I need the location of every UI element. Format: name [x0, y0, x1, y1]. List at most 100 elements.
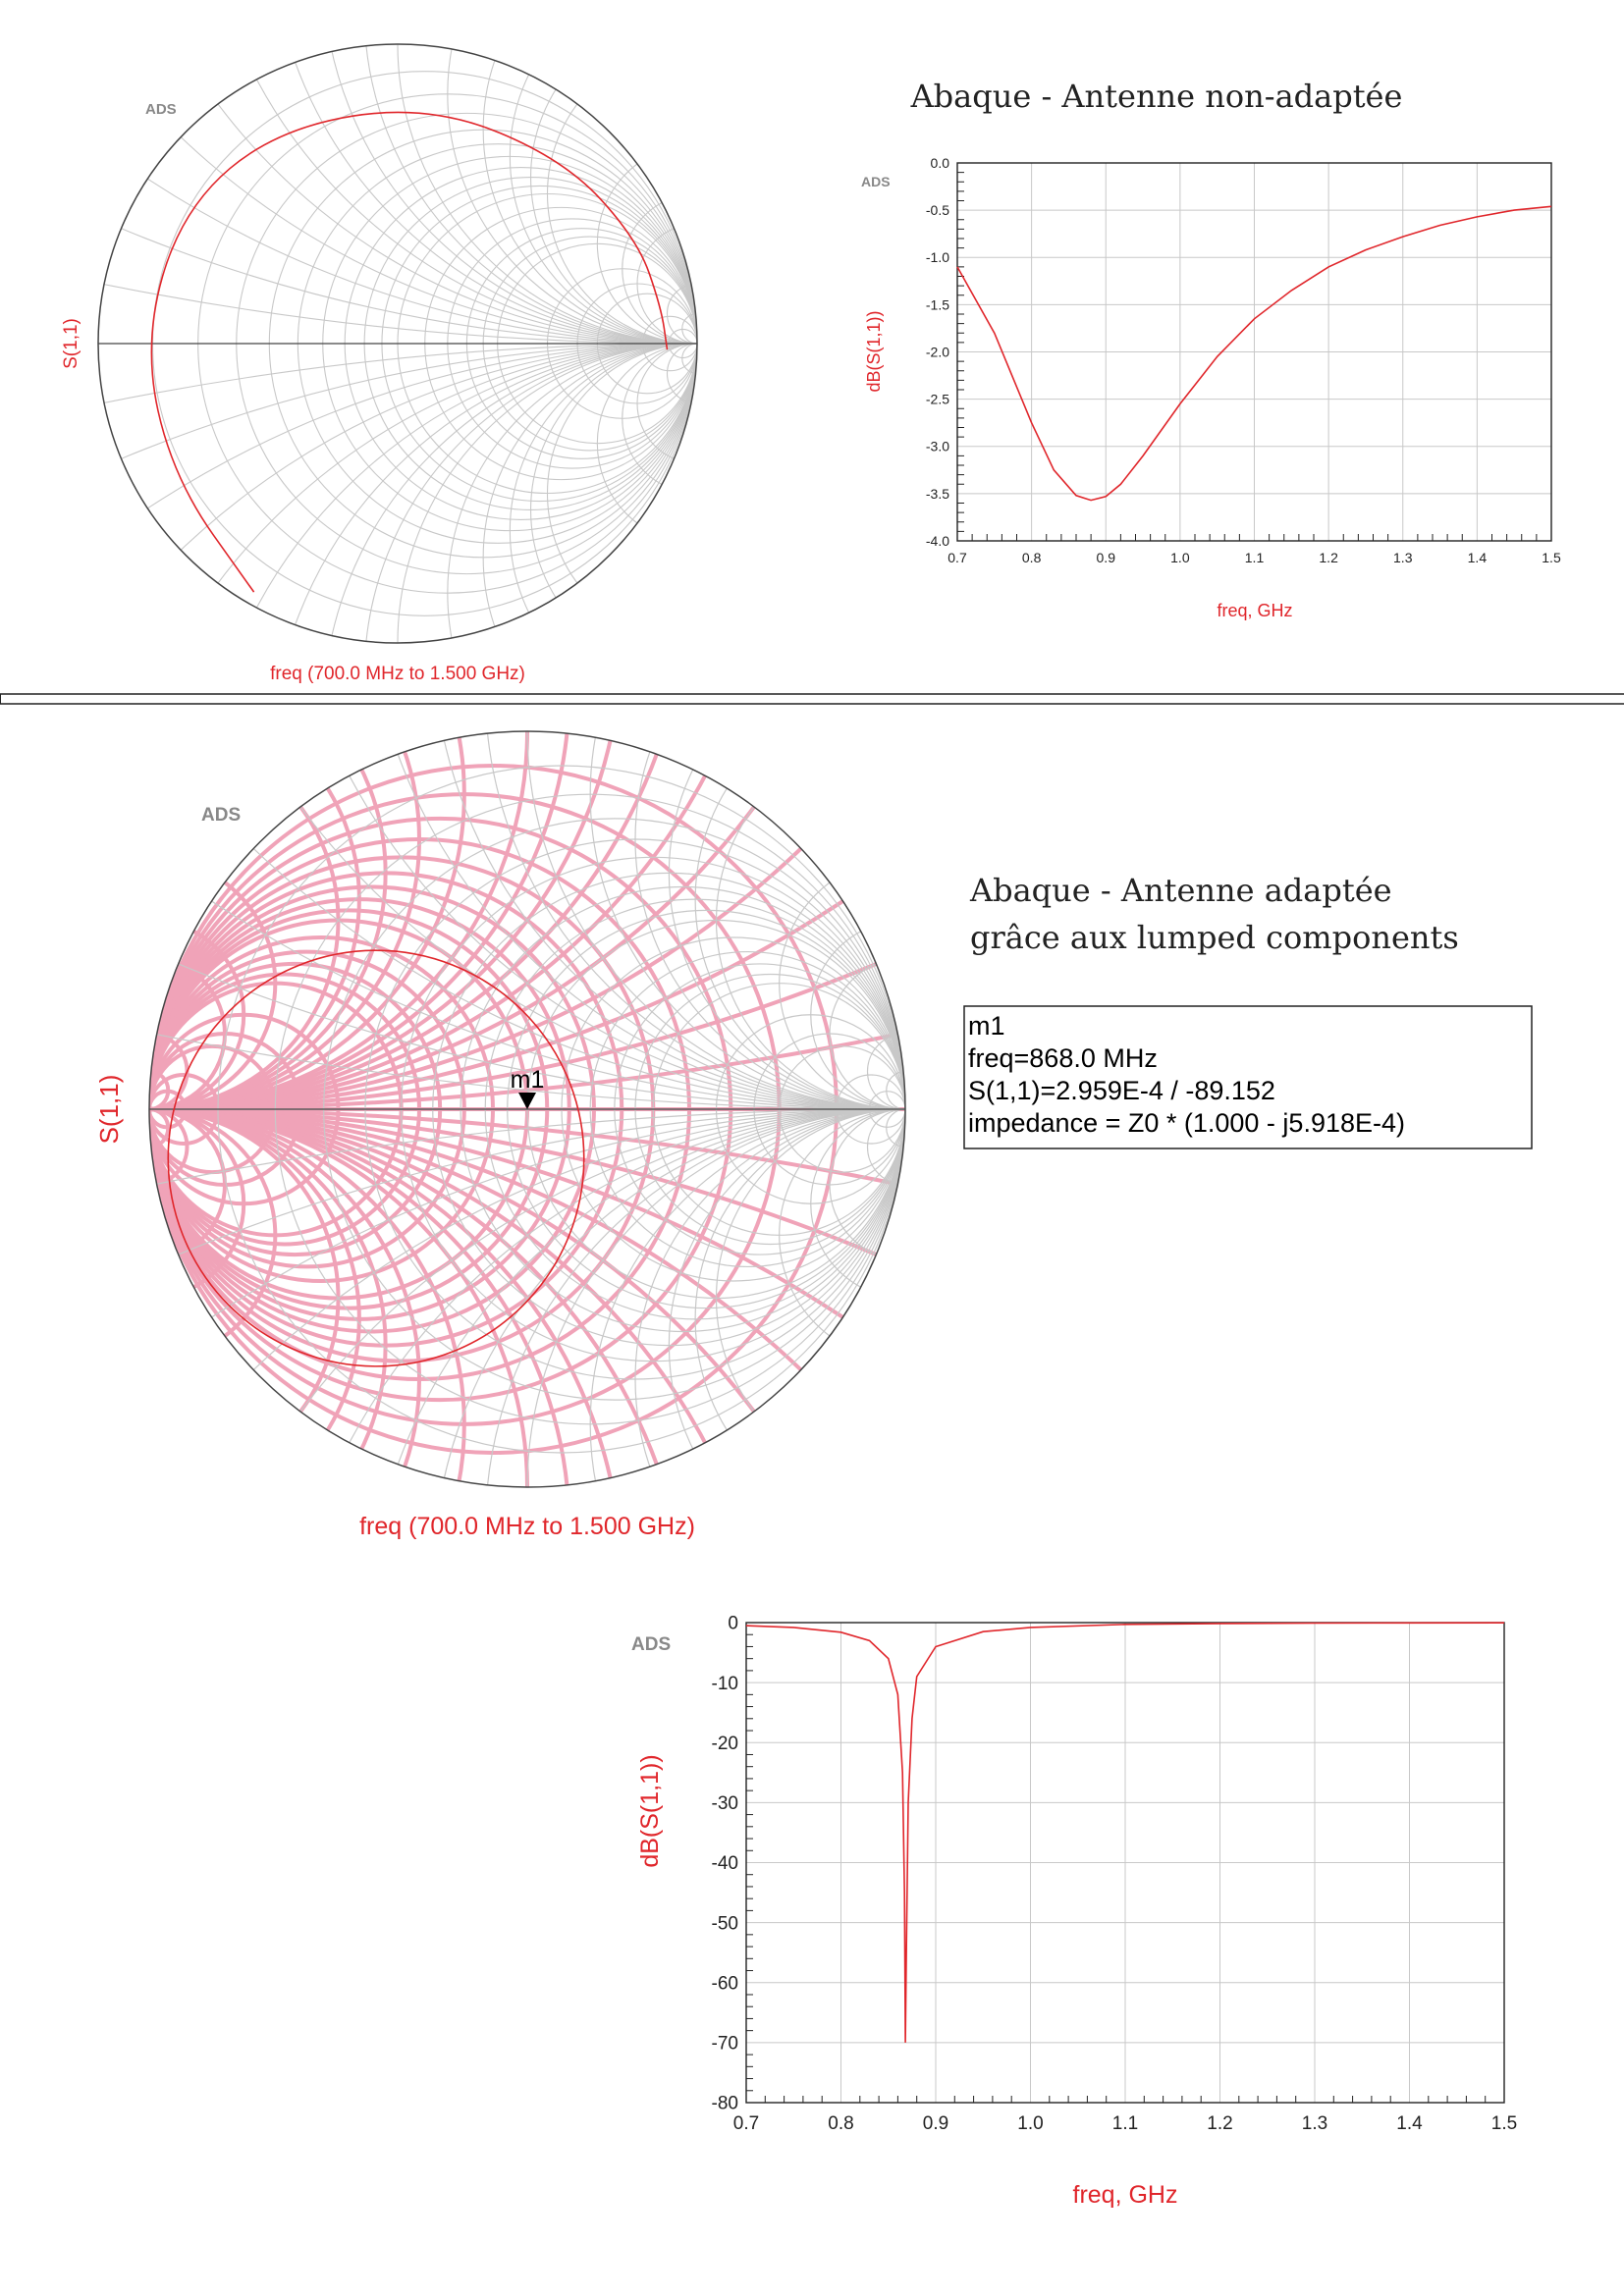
y-tick-label: 0.0 — [931, 155, 950, 171]
y-tick-label: 0 — [728, 1614, 738, 1634]
smith-reactance-circle — [149, 1069, 171, 1111]
smith-reactance-circle — [149, 1108, 905, 1487]
section-separator — [0, 693, 1624, 705]
x-tick-label: 1.1 — [1245, 550, 1265, 565]
smith-reactance-circle — [779, 1108, 905, 1362]
x-tick-label: 0.9 — [923, 2113, 948, 2134]
x-tick-label: 1.5 — [1491, 2113, 1517, 2134]
smith-reactance-circle — [546, 343, 697, 643]
smith-reactance-circle — [149, 1107, 466, 1487]
smith-reactance-circle — [98, 44, 697, 345]
marker-m1[interactable]: m1 — [511, 1066, 545, 1109]
marker-readout-impedance: impedance = Z0 * (1.000 - j5.918E-4) — [968, 1108, 1405, 1138]
line-chart-unmatched-series — [956, 205, 1552, 502]
x-tick-label: 1.0 — [1170, 550, 1190, 565]
smith-reactance-circle — [668, 1108, 905, 1487]
y-tick-label: -4.0 — [926, 533, 949, 549]
smith-reactance-circle — [149, 731, 624, 1111]
smith-reactance-circle — [484, 731, 905, 1110]
smith-reactance-circle — [98, 44, 697, 345]
ads-logo: ADS — [201, 805, 241, 826]
smith-reactance-circle — [681, 343, 697, 375]
x-tick-label: 1.2 — [1319, 550, 1338, 565]
smith-reactance-circle — [149, 1107, 905, 1487]
line-chart-matched-ticks: 0.7 0.8 0.9 1.0 1.1 1.2 1.3 1.4 1.5 0 -10 -20 -30 -40… — [712, 1614, 1518, 2134]
plot-frame — [745, 1622, 1505, 2104]
smith-reactance-circle — [149, 731, 782, 1112]
line-chart-unmatched: Abaque - Antenne non-adaptée ADS 0.7 0.8 0… — [861, 78, 1561, 620]
smith-reactance-circle — [715, 1108, 905, 1487]
marker-readout-s11: S(1,1)=2.959E-4 / -89.152 — [968, 1076, 1275, 1105]
line-chart-unmatched-grid — [956, 162, 1552, 542]
smith-reactance-circle — [589, 1108, 905, 1487]
smith-reactance-circle — [668, 731, 905, 1110]
y-tick-label: -1.5 — [926, 296, 949, 312]
smith-reactance-circle — [149, 1107, 227, 1262]
y-tick-label: -3.5 — [926, 486, 949, 502]
smith-reactance-circle — [666, 343, 697, 404]
smith-reactance-circle — [149, 731, 361, 1111]
smith-reactance-circle — [681, 312, 697, 345]
smith-reactance-circle — [149, 731, 466, 1112]
x-tick-label: 0.7 — [947, 550, 967, 565]
line-chart-unmatched-ylabel: dB(S(1,1)) — [864, 310, 884, 392]
smith-reactance-circle — [397, 343, 697, 643]
plot-frame — [956, 162, 1552, 542]
x-tick-label: 1.2 — [1207, 2113, 1232, 2134]
y-tick-label: -1.0 — [926, 249, 949, 265]
smith-reactance-circle — [149, 1107, 905, 1487]
smith-reactance-circle — [546, 44, 697, 345]
chart-title-unmatched: Abaque - Antenne non-adaptée — [910, 78, 1403, 115]
smith-reactance-circle — [149, 1107, 278, 1363]
ads-logo: ADS — [861, 174, 891, 189]
smith-reactance-circle — [666, 283, 697, 345]
line-chart-matched-xlabel: freq, GHz — [1073, 2181, 1178, 2209]
y-tick-label: -50 — [712, 1913, 738, 1934]
smith-reactance-circle — [715, 731, 905, 1110]
smith-reactance-circle — [149, 731, 905, 1111]
smith-reactance-circle — [98, 44, 697, 345]
smith-reactance-circle — [447, 44, 697, 345]
smith-reactance-circle — [149, 1107, 189, 1187]
y-tick-label: -2.0 — [926, 344, 949, 359]
x-tick-label: 0.9 — [1097, 550, 1116, 565]
smith-reactance-circle — [530, 44, 697, 345]
smith-reactance-circle — [149, 731, 421, 1111]
x-tick-label: 0.7 — [733, 2113, 759, 2134]
ads-logo: ADS — [631, 1634, 671, 1655]
smith-outer-circle — [148, 730, 906, 1488]
smith-reactance-circle — [149, 1107, 246, 1301]
smith-reactance-circle — [866, 1033, 905, 1110]
smith-reactance-circle — [482, 343, 697, 643]
line-chart-matched-ylabel: dB(S(1,1)) — [636, 1754, 664, 1867]
x-tick-label: 0.8 — [828, 2113, 853, 2134]
chart-title-matched-line2: grâce aux lumped components — [970, 919, 1459, 956]
smith-reactance-circle — [149, 1107, 421, 1487]
y-tick-label: -2.5 — [926, 392, 949, 407]
smith-reactance-circle — [622, 343, 697, 495]
smith-reactance-circle — [810, 919, 905, 1110]
x-tick-label: 1.3 — [1302, 2113, 1327, 2134]
smith-chart-matched-xlabel: freq (700.0 MHz to 1.500 GHz) — [359, 1513, 695, 1540]
smith-reactance-circle — [622, 192, 697, 345]
y-tick-label: -80 — [712, 2094, 738, 2114]
x-tick-label: 0.8 — [1022, 550, 1042, 565]
marker-m1-triangle-icon[interactable] — [518, 1093, 536, 1109]
smith-reactance-circle — [149, 1107, 388, 1487]
smith-reactance-circle — [526, 1108, 905, 1487]
smith-reactance-circle — [866, 1108, 905, 1186]
smith-reactance-circle — [530, 343, 697, 643]
smith-reactance-circle — [634, 1108, 905, 1487]
smith-outer-circle — [97, 43, 698, 644]
smith-reactance-circle — [274, 1108, 905, 1487]
smith-reactance-circle — [810, 1108, 905, 1300]
smith-reactance-circle — [636, 343, 697, 464]
smith-reactance-circle — [149, 731, 691, 1111]
ads-logo: ADS — [145, 101, 177, 118]
smith-reactance-circle — [149, 1107, 691, 1487]
x-tick-label: 1.0 — [1017, 2113, 1043, 2134]
marker-readout-freq: freq=868.0 MHz — [968, 1043, 1158, 1073]
marker-readout-box: m1 freq=868.0 MHz S(1,1)=2.959E-4 / -89.… — [963, 1005, 1533, 1149]
